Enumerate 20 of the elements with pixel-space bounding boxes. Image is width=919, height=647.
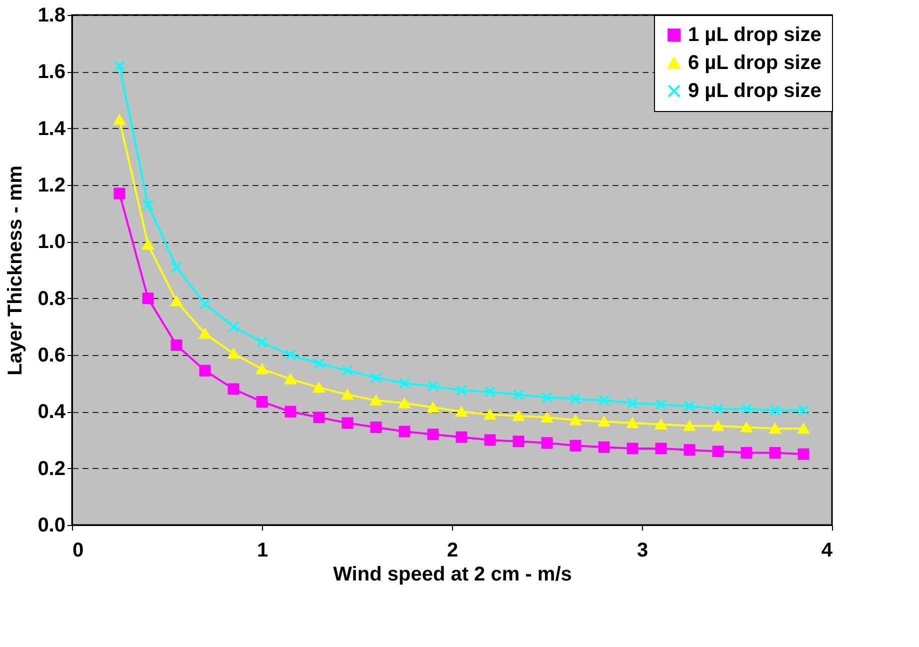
y-tick-label: 0.8 <box>38 288 66 310</box>
y-tick-label: 1.8 <box>38 4 66 26</box>
x-tick-label: 1 <box>256 540 268 562</box>
x-tick-label: 0 <box>72 540 84 562</box>
y-tick-label: 0.2 <box>38 458 66 480</box>
y-tick-label: 0.6 <box>38 344 66 366</box>
x-tick-label: 4 <box>821 540 834 562</box>
x-tick-label: 2 <box>446 540 458 562</box>
y-tick-label: 1.4 <box>38 118 66 140</box>
x-tick-label: 3 <box>636 540 648 562</box>
y-tick-label: 1.6 <box>38 61 66 84</box>
x-axis-title: Wind speed at 2 cm - m/s <box>333 564 572 586</box>
y-tick-label: 1.0 <box>38 231 66 254</box>
legend-label: 9 µL drop size <box>688 80 822 102</box>
y-axis-title: Layer Thickness - mm <box>4 165 27 376</box>
y-tick-label: 0.0 <box>38 514 66 536</box>
y-tick-label: 0.4 <box>38 401 66 424</box>
legend-label: 1 µL drop size <box>688 24 822 46</box>
legend-label: 6 µL drop size <box>688 52 822 74</box>
y-tick-label: 1.2 <box>38 174 66 196</box>
